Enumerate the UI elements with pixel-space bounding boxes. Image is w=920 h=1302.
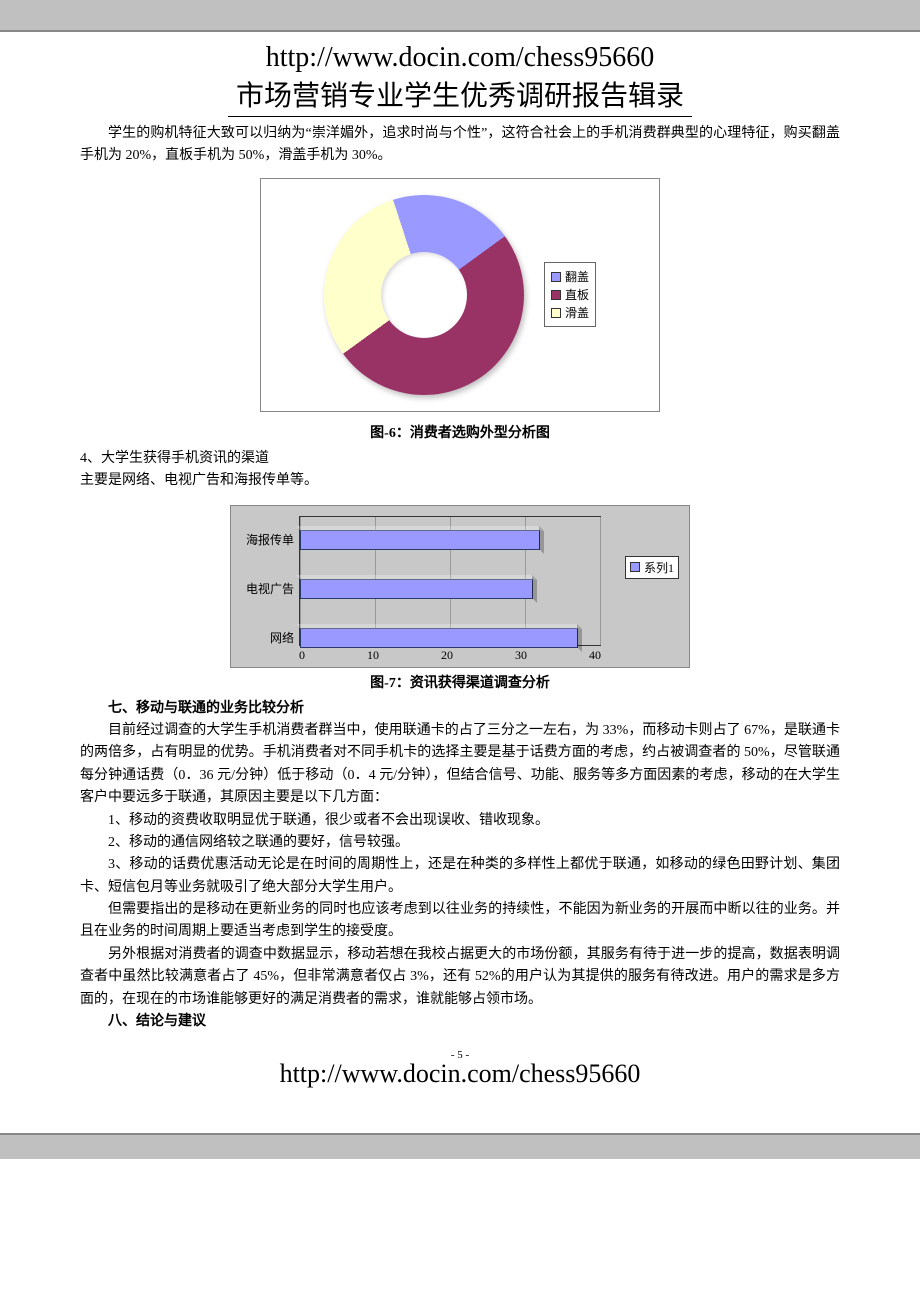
legend-swatch: [551, 290, 561, 300]
viewer-bottom-bar: [0, 1133, 920, 1159]
donut-chart: [324, 195, 524, 395]
legend-swatch: [551, 308, 561, 318]
bar-xtick: 20: [441, 648, 453, 663]
bar-xtick: 10: [367, 648, 379, 663]
donut-legend-row: 滑盖: [551, 304, 589, 321]
section-7-p3: 另外根据对消费者的调查中数据显示，移动若想在我校占据更大的市场份额，其服务有待于…: [80, 944, 840, 1011]
section-7-li3: 3、移动的话费优惠活动无论是在时间的周期性上，还是在种类的多样性上都优于联通，如…: [80, 854, 840, 899]
donut-caption: 图-6：消费者选购外型分析图: [80, 422, 840, 442]
para-4-body: 主要是网络、电视广告和海报传单等。: [80, 470, 840, 492]
bar-caption: 图-7：资讯获得渠道调查分析: [80, 672, 840, 692]
bar-category-label: 海报传单: [240, 531, 300, 548]
bar-row: 海报传单: [300, 529, 540, 551]
legend-label: 滑盖: [565, 304, 589, 321]
legend-swatch: [551, 272, 561, 282]
intro-paragraph: 学生的购机特征大致可以归纳为“崇洋媚外，追求时尚与个性”，这符合社会上的手机消费…: [80, 123, 840, 168]
bar: [300, 579, 533, 599]
bar-category-label: 电视广告: [240, 580, 300, 597]
bar-gridline: [600, 517, 601, 645]
donut-legend-row: 翻盖: [551, 268, 589, 285]
bar-row: 电视广告: [300, 578, 533, 600]
bar-xtick: 30: [515, 648, 527, 663]
donut-chart-area: 翻盖直板滑盖: [271, 195, 649, 395]
bar-chart-legend: 系列1: [625, 556, 679, 579]
bar: [300, 628, 578, 648]
header-url: http://www.docin.com/chess95660: [80, 42, 840, 74]
header-title: 市场营销专业学生优秀调研报告辑录: [228, 74, 692, 117]
para-4: 4、大学生获得手机资讯的渠道 主要是网络、电视广告和海报传单等。: [80, 448, 840, 493]
section-7-title: 七、移动与联通的业务比较分析: [80, 698, 840, 720]
donut-legend: 翻盖直板滑盖: [544, 262, 596, 327]
bar-xtick: 40: [589, 648, 601, 663]
intro-text: 学生的购机特征大致可以归纳为“崇洋媚外，追求时尚与个性”，这符合社会上的手机消费…: [80, 123, 840, 168]
document-page: http://www.docin.com/chess95660 市场营销专业学生…: [0, 32, 920, 1129]
bar-chart-plot: 海报传单电视广告网络: [299, 516, 601, 646]
para-4-heading: 4、大学生获得手机资讯的渠道: [80, 448, 840, 470]
bar-legend-label: 系列1: [644, 559, 674, 576]
bar-xtick: 0: [299, 648, 305, 663]
bar-chart-frame: 海报传单电视广告网络 0 10 20 30 40 系列1: [230, 505, 690, 668]
viewer-top-bar: [0, 0, 920, 32]
section-8-title: 八、结论与建议: [80, 1011, 840, 1033]
section-7-p1: 目前经过调查的大学生手机消费者群当中，使用联通卡的占了三分之一左右，为 33%，…: [80, 720, 840, 810]
section-7-li2: 2、移动的通信网络较之联通的要好，信号较强。: [80, 832, 840, 854]
section-7: 七、移动与联通的业务比较分析 目前经过调查的大学生手机消费者群当中，使用联通卡的…: [80, 698, 840, 1034]
legend-label: 翻盖: [565, 268, 589, 285]
page-header: http://www.docin.com/chess95660 市场营销专业学生…: [80, 42, 840, 117]
legend-label: 直板: [565, 286, 589, 303]
bar-category-label: 网络: [240, 629, 300, 646]
bar-row: 网络: [300, 627, 578, 649]
section-7-li1: 1、移动的资费收取明显优于联通，很少或者不会出现误收、错收现象。: [80, 810, 840, 832]
section-7-p2: 但需要指出的是移动在更新业务的同时也应该考虑到以往业务的持续性，不能因为新业务的…: [80, 899, 840, 944]
donut-legend-row: 直板: [551, 286, 589, 303]
footer-url: http://www.docin.com/chess95660: [80, 1059, 840, 1089]
donut-chart-frame: 翻盖直板滑盖: [260, 178, 660, 412]
bar-legend-swatch: [630, 562, 640, 572]
bar: [300, 530, 540, 550]
donut-hole: [381, 252, 467, 338]
